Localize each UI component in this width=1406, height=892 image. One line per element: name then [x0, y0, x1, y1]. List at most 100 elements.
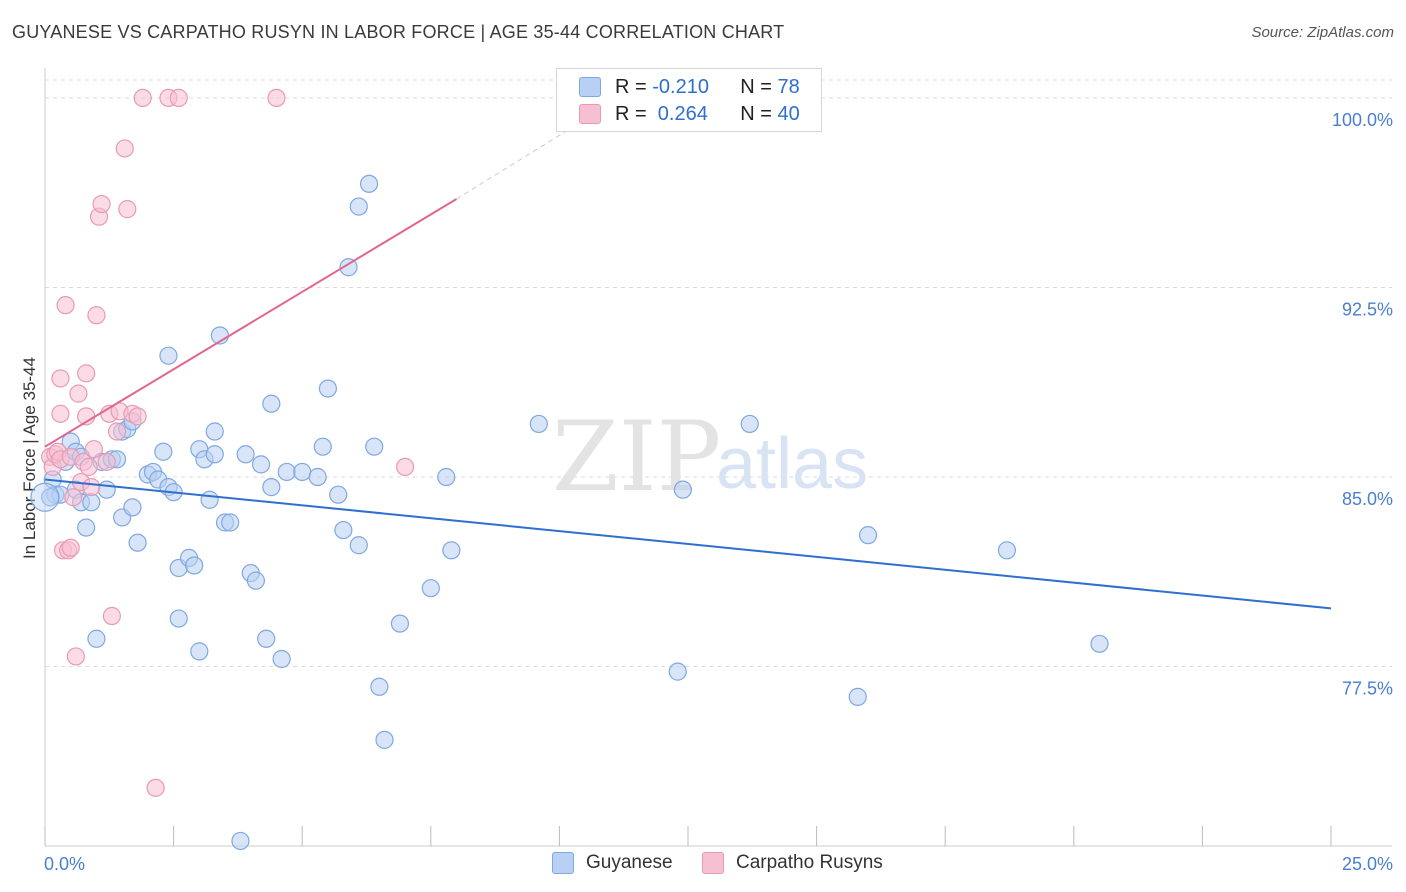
guyanese-point — [339, 258, 358, 277]
legend-label-carpatho-rusyns: Carpatho Rusyns — [736, 852, 883, 873]
y-tick-label: 92.5% — [1342, 299, 1393, 319]
rusyn-point — [107, 422, 127, 441]
rusyn-point — [128, 407, 147, 426]
guyanese-point — [375, 730, 394, 749]
guyanese-point — [313, 437, 332, 456]
rusyn-point — [118, 200, 137, 219]
guyanese-point — [318, 379, 338, 398]
legend-label-guyanese: Guyanese — [586, 852, 673, 873]
guyanese-point — [390, 614, 410, 633]
x-tick-labels: 0.0% 25.0% — [44, 854, 1393, 874]
rusyn-point — [169, 88, 188, 108]
guyanese-point — [529, 414, 548, 434]
guyanese-point — [128, 533, 147, 552]
stats-legend-row-rusyn: R = 0.264 N = 40 — [579, 102, 800, 126]
guyanese-point — [154, 442, 173, 461]
guyanese-point — [668, 662, 687, 681]
y-tick-label: 85.0% — [1342, 489, 1393, 509]
y-tick-labels: 77.5% 85.0% 92.5% 100.0% — [1332, 110, 1393, 699]
guyanese-point — [262, 394, 281, 413]
series-carpatho-rusyns — [41, 88, 415, 797]
guyanese-point — [421, 579, 440, 598]
guyanese-point — [251, 455, 271, 474]
guyanese-point — [334, 520, 353, 540]
rusyn-point — [395, 457, 415, 477]
guyanese-point — [30, 482, 60, 512]
rusyn-point — [51, 369, 70, 388]
rusyn-point — [267, 88, 286, 108]
rusyn-trend-line — [44, 198, 458, 448]
n-value: 40 — [777, 102, 800, 125]
n-label: N = — [740, 75, 772, 98]
guyanese-point — [997, 541, 1017, 560]
guyanese-point — [77, 518, 96, 537]
rusyn-point — [146, 778, 165, 797]
guyanese-trend-line — [44, 478, 1332, 610]
rusyn-point — [92, 194, 111, 214]
stats-legend-row-guyanese: R = -0.210 N = 78 — [579, 75, 800, 99]
guyanese-point — [370, 677, 389, 696]
rusyn-point — [87, 306, 106, 325]
stats-legend: R = -0.210 N = 78 R = 0.264 N = 40 — [556, 68, 822, 132]
rusyn-legend-swatch — [702, 852, 724, 874]
series-legend: Guyanese Carpatho Rusyns — [0, 852, 1406, 878]
watermark: ZIP atlas — [552, 401, 868, 513]
rusyn-point — [77, 364, 96, 383]
guyanese-legend-swatch — [552, 852, 574, 874]
series-guyanese — [30, 174, 1109, 851]
guyanese-point — [87, 629, 106, 648]
guyanese-point — [1090, 634, 1109, 653]
r-value: 0.264 — [652, 102, 708, 125]
guyanese-point — [365, 437, 384, 456]
rusyn-point — [56, 296, 75, 315]
guyanese-point — [272, 649, 291, 669]
rusyn-point — [102, 606, 121, 626]
rusyn-point — [61, 538, 80, 557]
y-tick-label: 77.5% — [1342, 679, 1393, 699]
rusyn-point — [64, 488, 83, 507]
rusyn-swatch — [579, 104, 601, 124]
guyanese-point — [205, 445, 224, 464]
guyanese-point — [359, 174, 379, 193]
watermark-atlas: atlas — [716, 424, 868, 504]
guyanese-point — [277, 462, 296, 482]
guyanese-point — [858, 526, 878, 545]
trend-lines — [44, 112, 1332, 610]
rusyn-point — [79, 457, 98, 477]
watermark-zip: ZIP — [552, 401, 721, 513]
r-value: -0.210 — [652, 75, 709, 98]
guyanese-point — [221, 513, 240, 532]
guyanese-point — [190, 642, 209, 661]
guyanese-point — [205, 422, 224, 441]
guyanese-point — [159, 346, 178, 365]
guyanese-point — [673, 480, 692, 499]
x-tick-label-max: 25.0% — [1342, 854, 1393, 874]
guyanese-point — [257, 629, 276, 648]
x-tick-label-min: 0.0% — [44, 854, 85, 874]
guyanese-swatch — [579, 77, 601, 97]
rusyn-point — [115, 139, 134, 158]
source-label: Source: ZipAtlas.com — [1251, 24, 1394, 41]
rusyn-point — [133, 88, 152, 108]
guyanese-point — [308, 467, 327, 487]
guyanese-point — [848, 687, 867, 706]
y-tick-label: 100.0% — [1332, 110, 1393, 130]
guyanese-point — [123, 498, 142, 517]
guyanese-point — [236, 445, 255, 464]
r-label: R = — [615, 102, 647, 125]
guyanese-point — [97, 480, 116, 499]
guyanese-point — [740, 414, 759, 434]
legend-item-guyanese: Guyanese — [552, 852, 673, 874]
guyanese-point — [82, 493, 101, 512]
rusyn-point — [84, 440, 103, 459]
r-label: R = — [615, 75, 647, 98]
guyanese-point — [200, 490, 219, 509]
guyanese-point — [349, 536, 368, 555]
y-axis-title: In Labor Force | Age 35-44 — [20, 357, 39, 559]
guyanese-point — [329, 485, 348, 504]
guyanese-point — [246, 571, 266, 590]
guyanese-point — [231, 831, 250, 851]
guyanese-point — [349, 197, 368, 216]
rusyn-point — [66, 647, 85, 666]
